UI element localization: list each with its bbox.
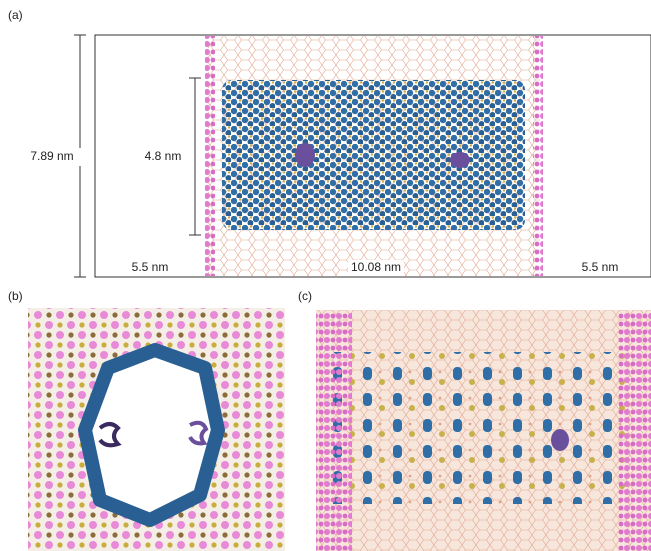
wall-left: [316, 312, 352, 551]
dimension-label: 10.08 nm: [351, 260, 401, 274]
wall-left: [205, 36, 215, 276]
panel-label: (b): [8, 289, 23, 303]
panel-label: (c): [298, 289, 312, 303]
dimension-label: 5.5 nm: [132, 260, 169, 274]
solute: [450, 152, 470, 168]
liquid-film: [222, 80, 525, 230]
pore-ring: [85, 350, 218, 520]
wall-right: [533, 36, 543, 276]
dimension-label: 4.8 nm: [145, 149, 182, 163]
solute: [295, 143, 315, 167]
molecules: [330, 352, 630, 504]
panel-label: (a): [8, 8, 23, 22]
dimension-label: 7.89 nm: [30, 149, 73, 163]
page: {"panels": [ {"label": "(a)", "dimension…: [0, 0, 651, 551]
wall-right: [618, 312, 651, 551]
figure: (a) 7.89 nm 4.8 nm 5.5 nm 10.08 nm 5.5 n…: [0, 0, 651, 551]
solute: [551, 429, 569, 451]
dimension-label: 5.5 nm: [582, 260, 619, 274]
